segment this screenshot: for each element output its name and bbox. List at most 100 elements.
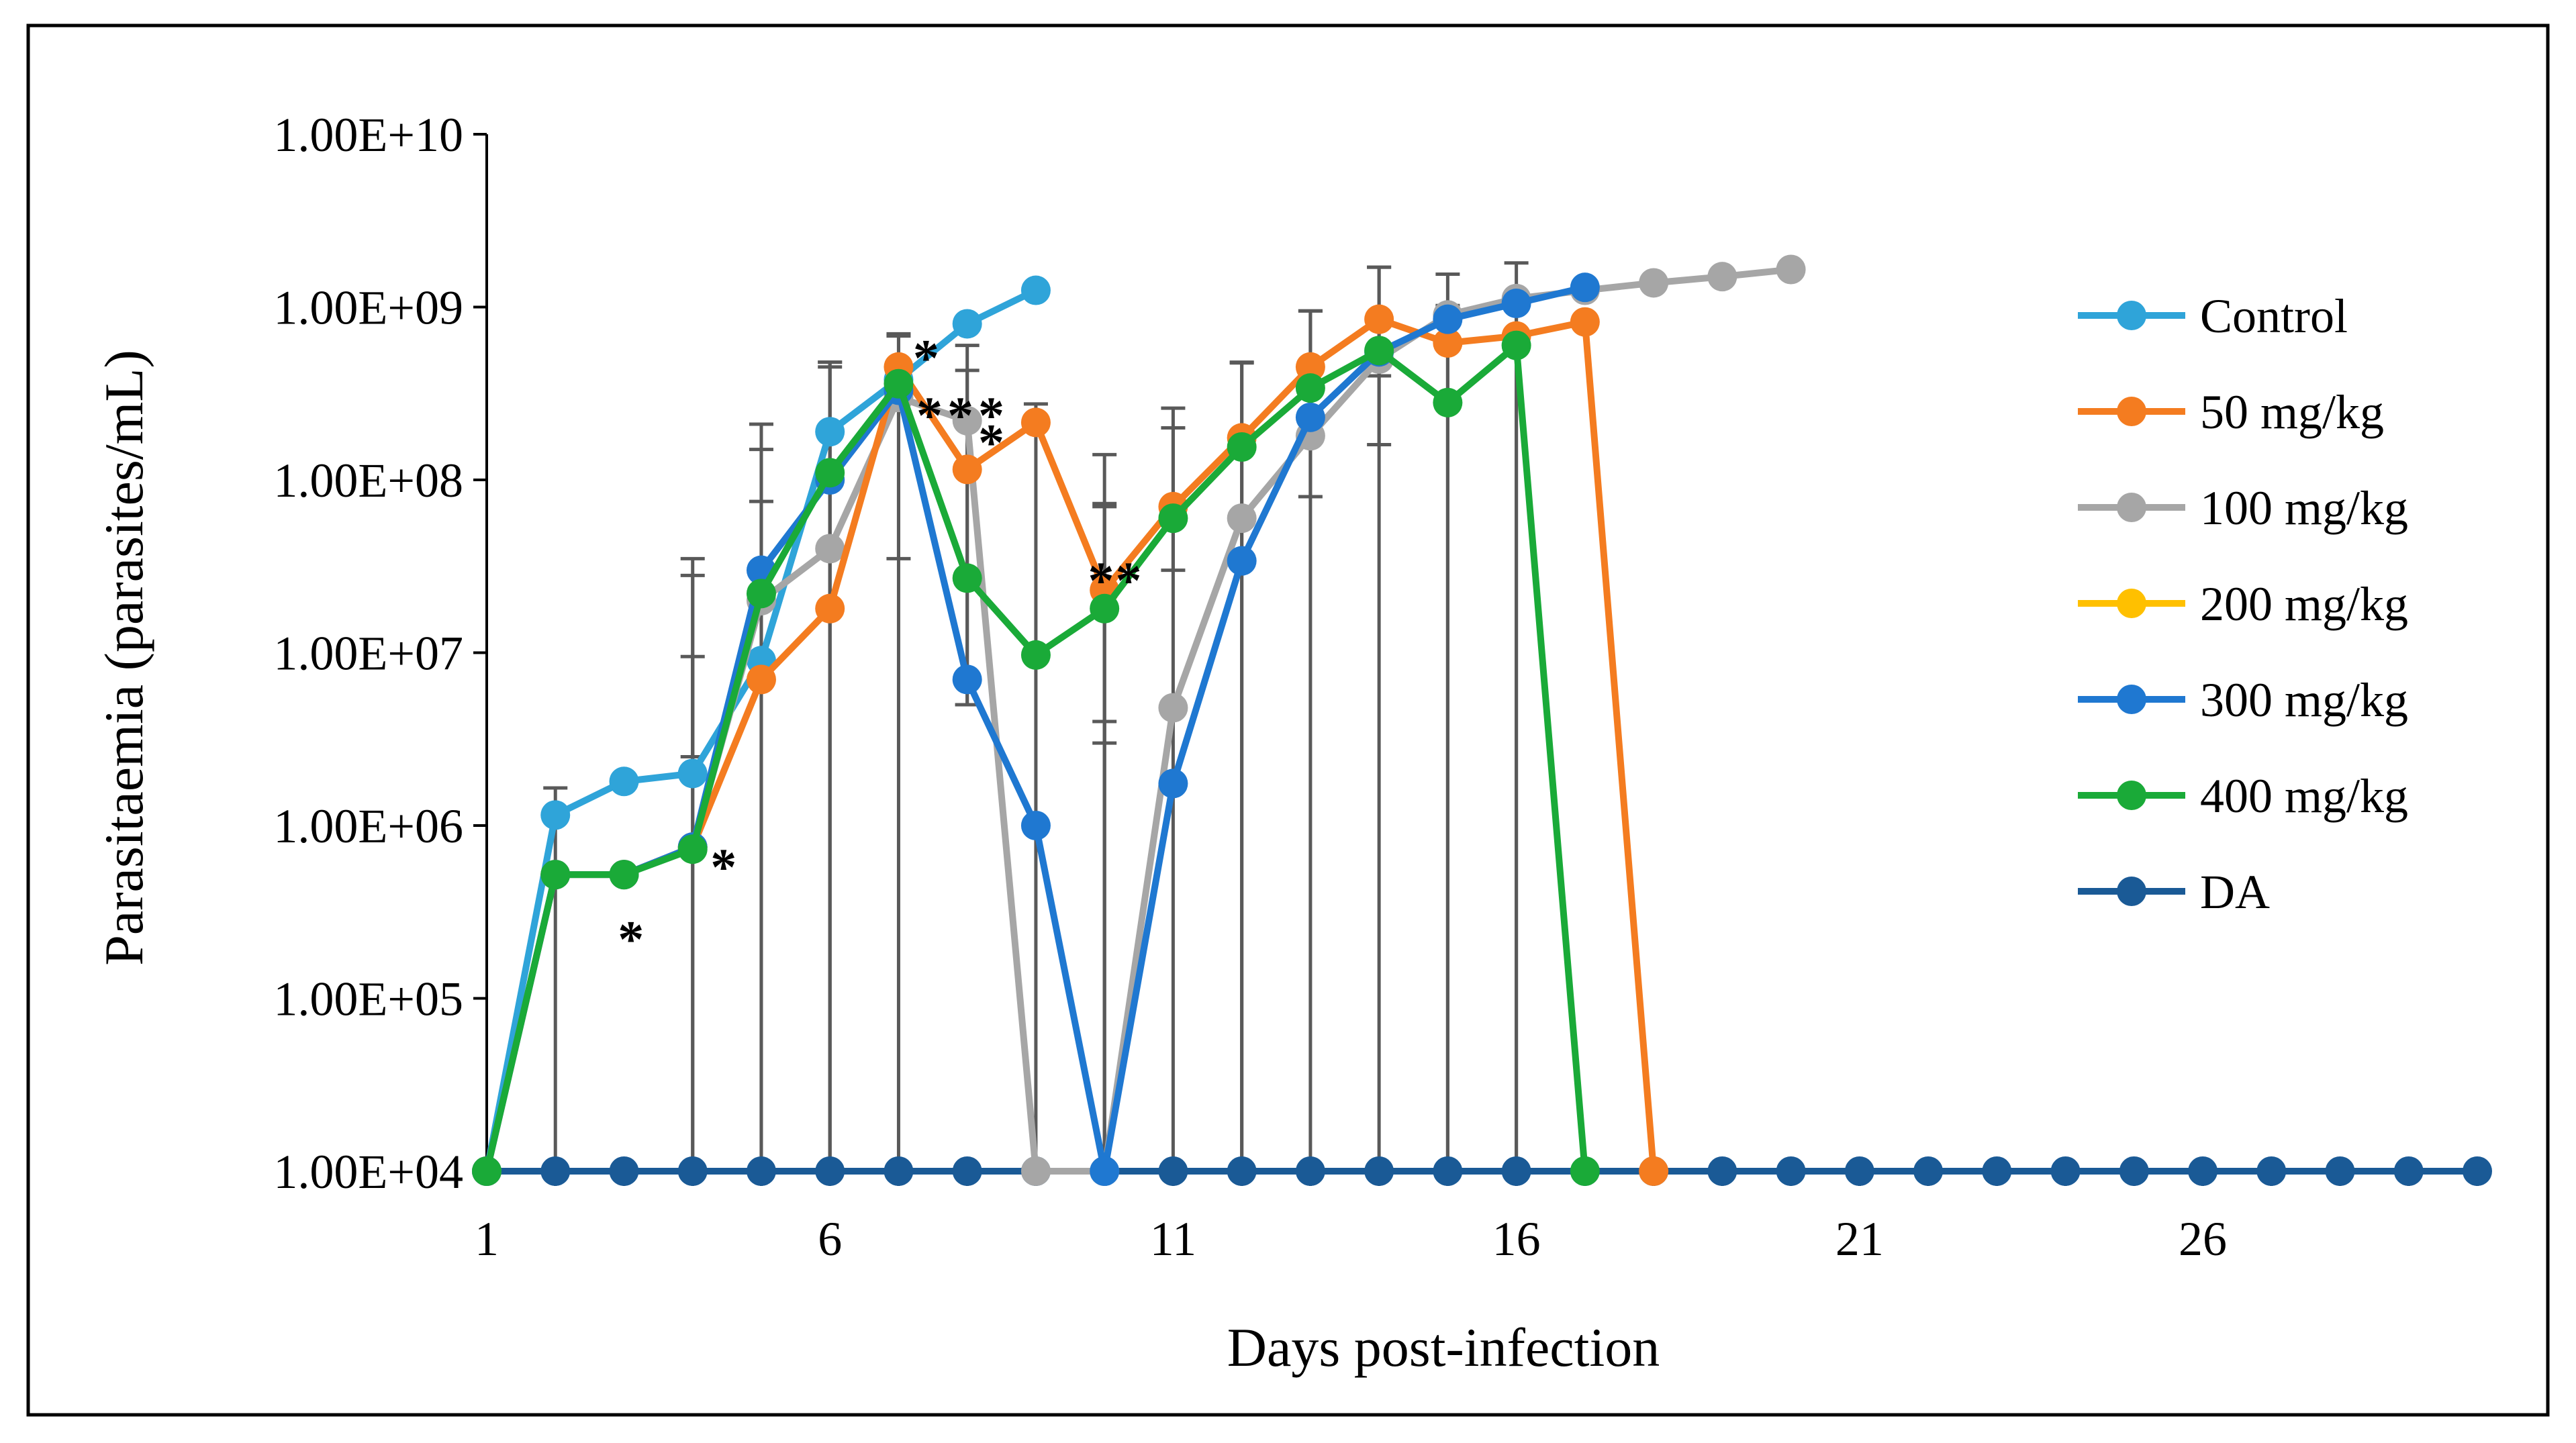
data-point	[1501, 330, 1531, 360]
data-point	[1501, 1156, 1531, 1186]
data-point	[1020, 811, 1051, 840]
data-point	[1158, 1156, 1188, 1186]
series-da	[472, 1156, 2492, 1186]
data-point	[815, 458, 845, 488]
legend-item: DA	[2078, 865, 2270, 919]
legend-item: 300 mg/kg	[2078, 673, 2408, 727]
data-point	[1020, 1156, 1051, 1186]
data-point	[1020, 275, 1051, 305]
data-point	[884, 368, 914, 399]
x-tick-label: 11	[1150, 1212, 1196, 1266]
x-tick-label: 1	[475, 1212, 499, 1266]
data-point	[1295, 402, 1325, 432]
significance-marker: *	[947, 386, 973, 444]
data-point	[1295, 1156, 1325, 1186]
data-point	[540, 860, 571, 890]
data-point	[1364, 1156, 1394, 1186]
legend-marker	[2117, 493, 2146, 522]
data-point	[1295, 373, 1325, 403]
data-point	[2325, 1156, 2355, 1186]
y-tick-label: 1.00E+04	[273, 1145, 463, 1199]
error-bar	[1504, 261, 1529, 1171]
legend-label: 300 mg/kg	[2200, 673, 2408, 727]
data-point	[1020, 640, 1051, 670]
y-tick-label: 1.00E+05	[273, 973, 463, 1026]
data-point	[1020, 407, 1051, 438]
data-point	[1570, 272, 1600, 303]
error-bar	[1435, 272, 1460, 1171]
data-point	[1295, 352, 1325, 382]
chart-frame	[26, 23, 2550, 1417]
legend-marker	[2117, 781, 2146, 810]
data-point	[1982, 1156, 2012, 1186]
data-point	[1913, 1156, 1944, 1186]
legend-marker	[2117, 685, 2146, 714]
data-point	[746, 1156, 776, 1186]
legend-item: 200 mg/kg	[2078, 577, 2408, 631]
data-point	[1639, 1156, 1669, 1186]
y-tick-label: 1.00E+06	[273, 799, 463, 853]
data-point	[815, 417, 845, 447]
data-point	[952, 309, 982, 339]
data-point	[1090, 1156, 1120, 1186]
error-bar	[1092, 719, 1117, 745]
data-point	[952, 1156, 982, 1186]
x-tick-label: 6	[818, 1212, 842, 1266]
data-point	[1570, 1156, 1600, 1186]
data-point	[609, 766, 639, 797]
legend-marker	[2117, 877, 2146, 906]
legend-label: 200 mg/kg	[2200, 577, 2408, 631]
data-point	[2463, 1156, 2492, 1186]
error-bar	[543, 786, 568, 1171]
error-bar	[955, 344, 980, 707]
error-bar	[680, 654, 705, 1171]
y-tick-label: 1.00E+09	[273, 281, 463, 335]
data-point	[1433, 387, 1463, 417]
data-point	[952, 405, 982, 436]
data-point	[677, 834, 708, 864]
significance-marker: *	[710, 838, 736, 896]
significance-marker: *	[978, 413, 1004, 471]
data-point	[2393, 1156, 2424, 1186]
data-point	[1639, 268, 1669, 298]
data-point	[677, 1156, 708, 1186]
data-point	[1090, 593, 1120, 624]
data-point	[1776, 254, 1806, 285]
data-point	[677, 758, 708, 789]
data-point	[2050, 1156, 2081, 1186]
error-bar	[818, 365, 843, 1171]
legend-item: 50 mg/kg	[2078, 385, 2384, 439]
y-tick-label: 1.00E+07	[273, 627, 463, 681]
legend-label: Control	[2200, 289, 2348, 343]
data-point	[1227, 1156, 1257, 1186]
data-point	[2188, 1156, 2218, 1186]
data-point	[1158, 768, 1188, 799]
data-point	[609, 1156, 639, 1186]
significance-marker: *	[618, 910, 644, 968]
x-tick-label: 21	[1835, 1212, 1884, 1266]
series-400-mg-kg	[472, 330, 1600, 1186]
data-point	[815, 593, 845, 624]
legend: Control 50 mg/kg 100 mg/kg 200 mg/kg 300 mg/…	[2078, 289, 2408, 919]
data-point	[1776, 1156, 1806, 1186]
data-point	[1570, 307, 1600, 337]
data-point	[1364, 304, 1394, 334]
data-point	[540, 800, 571, 830]
data-point	[2119, 1156, 2149, 1186]
data-point	[1433, 304, 1463, 334]
legend-marker	[2117, 301, 2146, 330]
data-point	[746, 664, 776, 695]
x-tick-label: 16	[1492, 1212, 1541, 1266]
data-point	[1227, 432, 1257, 462]
x-tick-label: 26	[2179, 1212, 2227, 1266]
data-point	[1844, 1156, 1874, 1186]
significance-marker: *	[1115, 551, 1141, 609]
data-point	[1501, 289, 1531, 319]
data-point	[952, 664, 982, 695]
data-point	[1364, 336, 1394, 366]
y-axis-title: Parasitaemia (parasites/mL)	[93, 350, 154, 966]
y-axis: 1.00E+04 1.00E+05 1.00E+06 1.00E+07 1.00E+08…	[273, 108, 488, 1199]
legend-item: Control	[2078, 289, 2348, 343]
